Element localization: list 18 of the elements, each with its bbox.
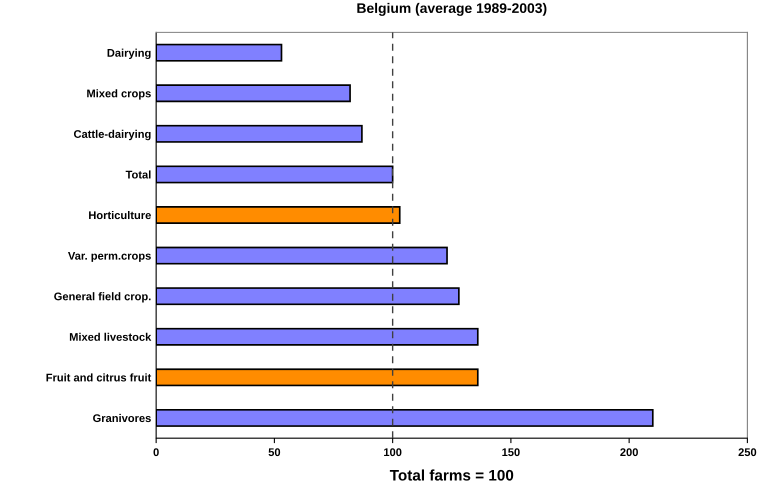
y-tick-label: Mixed crops xyxy=(87,89,151,100)
x-tick-label: 0 xyxy=(154,448,159,456)
x-tick-label: 150 xyxy=(502,448,520,456)
y-tick-label: Granivores xyxy=(93,414,151,422)
y-tick-label: General field crop. xyxy=(54,292,151,303)
y-tick-label: Cattle-dairying xyxy=(74,130,151,140)
x-tick-label: 100 xyxy=(384,448,402,456)
y-tick-label: Total xyxy=(126,170,151,179)
x-tick-label: 50 xyxy=(268,448,280,456)
y-tick-label: Mixed livestock xyxy=(70,332,152,341)
x-tick-label: 200 xyxy=(620,448,638,456)
y-tick-label: Dairying xyxy=(108,48,151,60)
y-tick-label: Fruit and citrus fruit xyxy=(46,373,152,382)
chart-title: Belgium (average 1989-2003) xyxy=(357,2,546,16)
x-axis-title: Total farms = 100 xyxy=(390,469,514,481)
x-tick-label: 250 xyxy=(738,448,756,456)
y-tick-label: Horticulture xyxy=(89,210,151,220)
y-tick-label: Var. perm.crops xyxy=(68,252,151,262)
